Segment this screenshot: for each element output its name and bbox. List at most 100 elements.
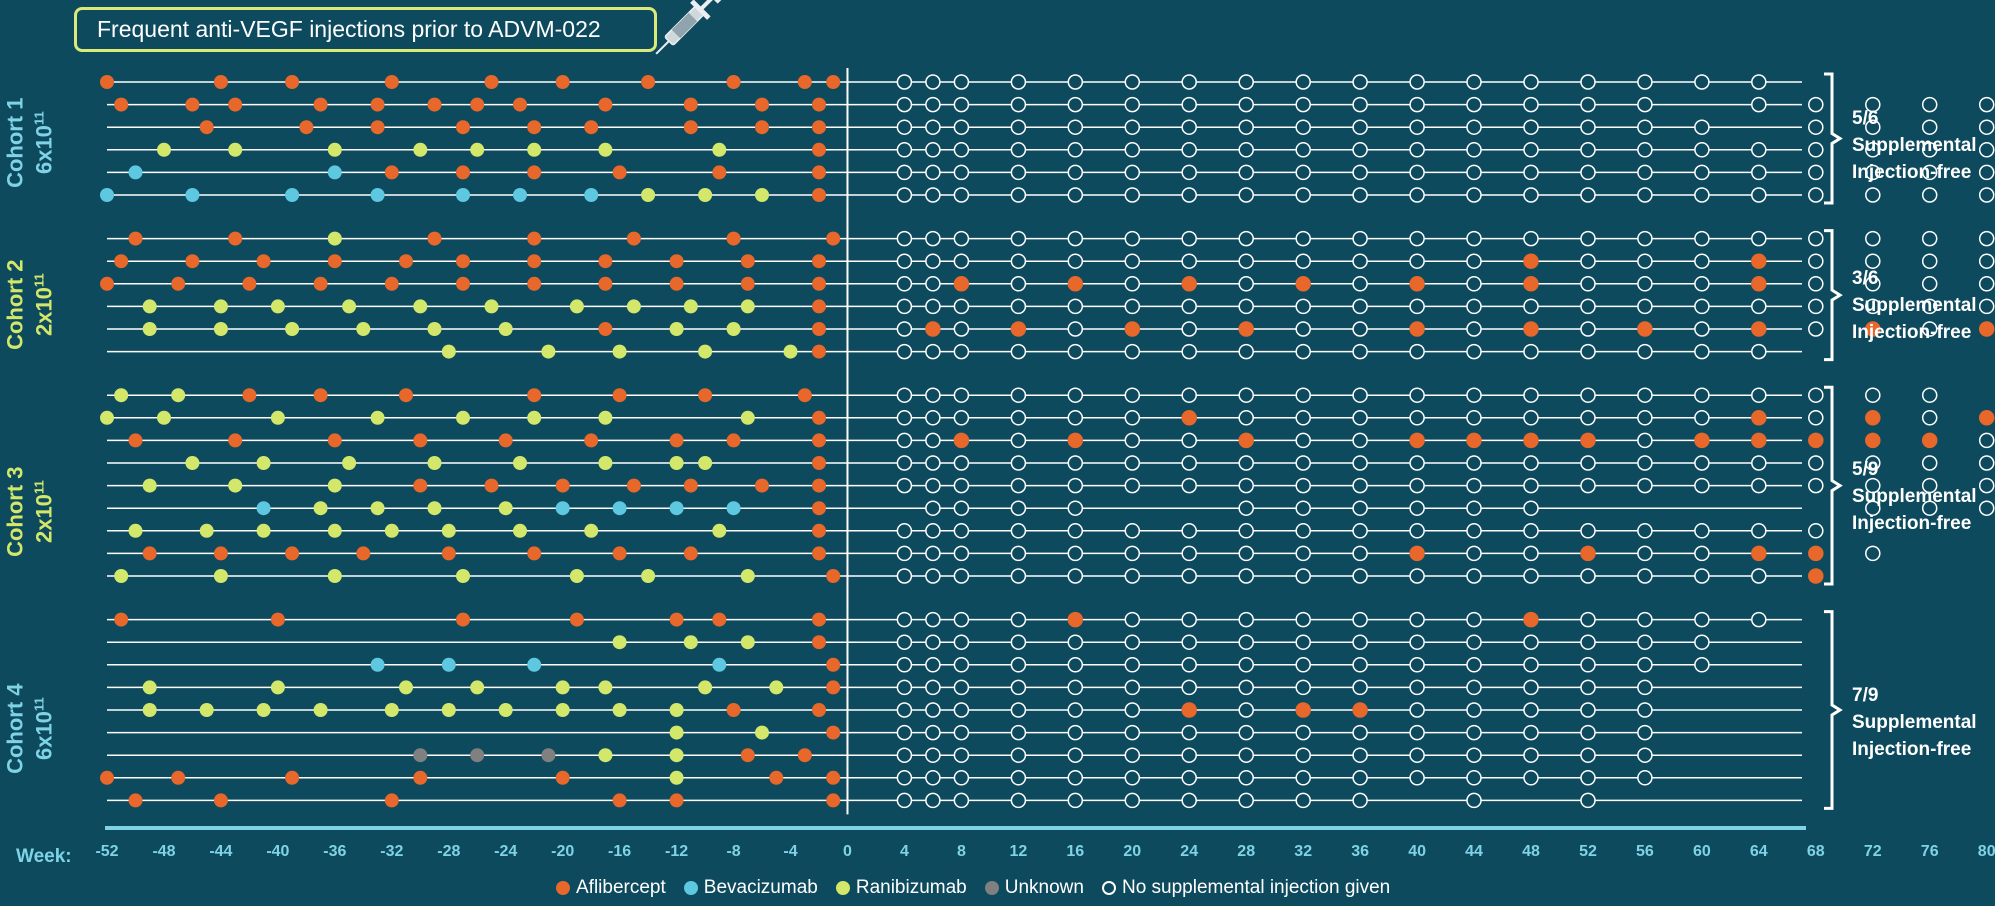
pre-injection-point: [698, 680, 713, 695]
no-injection-point: [1694, 74, 1710, 90]
no-injection-point: [1010, 74, 1027, 90]
no-injection-point: [1295, 164, 1311, 181]
supplemental-injection-point: [1580, 432, 1596, 449]
pre-injection-point: [712, 142, 727, 157]
no-injection-point: [1067, 230, 1084, 247]
x-tick-label: -12: [665, 843, 688, 860]
no-injection-point: [1067, 387, 1084, 403]
pre-injection-point: [812, 523, 826, 538]
pre-injection-point: [598, 142, 613, 157]
pre-injection-point: [683, 97, 698, 112]
pre-injection-point: [313, 388, 328, 403]
x-tick-label: 4: [900, 843, 909, 860]
no-injection-point: [1580, 792, 1596, 809]
no-injection-point: [953, 747, 970, 763]
no-injection-point: [1921, 164, 1938, 181]
pre-injection-point: [427, 231, 442, 246]
no-injection-point: [1978, 187, 1995, 203]
pre-injection-point: [270, 680, 285, 695]
no-injection-point: [953, 477, 970, 494]
supplemental-injection-point: [1637, 321, 1653, 337]
no-injection-point: [1694, 142, 1710, 158]
pre-injection-point: [712, 523, 727, 538]
no-injection-point: [1352, 634, 1368, 650]
pre-injection-point: [612, 703, 627, 717]
no-injection-point: [1580, 568, 1596, 584]
no-injection-point: [925, 230, 941, 247]
x-tick-label: -48: [152, 843, 175, 860]
no-injection-point: [1352, 142, 1368, 158]
no-injection-point: [1466, 634, 1482, 650]
no-injection-point: [925, 611, 941, 628]
no-injection-point: [953, 679, 970, 696]
no-injection-point: [1409, 253, 1425, 269]
no-injection-point: [1238, 679, 1254, 696]
supplemental-injection-point: [1067, 276, 1084, 292]
no-injection-point: [1238, 410, 1254, 426]
no-injection-point: [1238, 611, 1254, 628]
pre-injection-point: [527, 120, 542, 135]
no-injection-point: [1580, 276, 1596, 292]
no-injection-point: [925, 142, 941, 158]
no-injection-point: [1181, 298, 1197, 315]
no-injection-point: [1466, 500, 1482, 516]
no-injection-point: [925, 792, 941, 809]
no-injection-point: [1181, 747, 1197, 763]
pre-injection-point: [327, 231, 342, 246]
no-injection-point: [1694, 187, 1710, 203]
pre-injection-point: [612, 635, 627, 650]
no-injection-point: [1523, 568, 1539, 584]
no-injection-point: [1181, 142, 1197, 158]
pre-injection-point: [242, 276, 257, 291]
supplemental-injection-point: [1751, 410, 1767, 426]
no-injection-point: [896, 634, 913, 650]
no-injection-point: [1466, 657, 1482, 673]
no-injection-point: [1808, 230, 1824, 247]
supplemental-injection-point: [1523, 253, 1539, 269]
pre-injection-point: [114, 97, 129, 112]
cohort-1-result-line2: Injection-free: [1852, 162, 1972, 183]
no-injection-point: [1921, 387, 1938, 403]
no-injection-point: [953, 142, 970, 158]
pre-injection-point: [199, 120, 214, 135]
legend-item-bevacizumab: Bevacizumab: [683, 877, 818, 899]
pre-injection-point: [228, 97, 243, 112]
cohort-4-result: 7/9 Supplemental Injection-free: [1852, 682, 1995, 763]
no-injection-point: [925, 724, 941, 741]
no-injection-point: [953, 702, 970, 718]
pre-injection-point: [413, 770, 428, 785]
no-injection-point: [1523, 455, 1539, 471]
no-injection-point: [1865, 142, 1881, 158]
no-injection-point: [1295, 455, 1311, 471]
no-injection-point: [896, 657, 913, 673]
no-injection-point: [1295, 432, 1311, 449]
no-injection-point: [896, 724, 913, 741]
no-injection-point: [1637, 634, 1653, 650]
no-injection-point: [1580, 611, 1596, 628]
no-injection-point: [1466, 792, 1482, 809]
pre-injection-point: [626, 299, 641, 314]
no-injection-point: [1409, 387, 1425, 403]
no-injection-point: [1181, 792, 1197, 809]
no-injection-point: [925, 74, 941, 90]
pre-injection-point: [698, 388, 713, 403]
pre-injection-point: [527, 165, 542, 180]
no-injection-point: [1637, 96, 1653, 113]
pre-injection-point: [114, 388, 129, 403]
no-injection-point: [1124, 276, 1141, 292]
no-injection-point: [925, 119, 941, 135]
no-injection-point: [1352, 410, 1368, 426]
legend-item-ranibizumab: Ranibizumab: [835, 877, 967, 899]
pre-injection-point: [797, 75, 812, 89]
no-injection-point: [1238, 657, 1254, 673]
supplemental-injection-point: [1523, 432, 1539, 449]
no-injection-point: [1466, 253, 1482, 269]
pre-injection-point: [755, 725, 769, 740]
no-injection-point: [925, 276, 941, 292]
pre-injection-point: [285, 75, 300, 89]
no-injection-point: [1352, 387, 1368, 403]
pre-injection-point: [669, 725, 684, 740]
no-injection-point: [953, 74, 970, 90]
no-injection-point: [1010, 747, 1027, 763]
no-injection-point: [1295, 724, 1311, 741]
